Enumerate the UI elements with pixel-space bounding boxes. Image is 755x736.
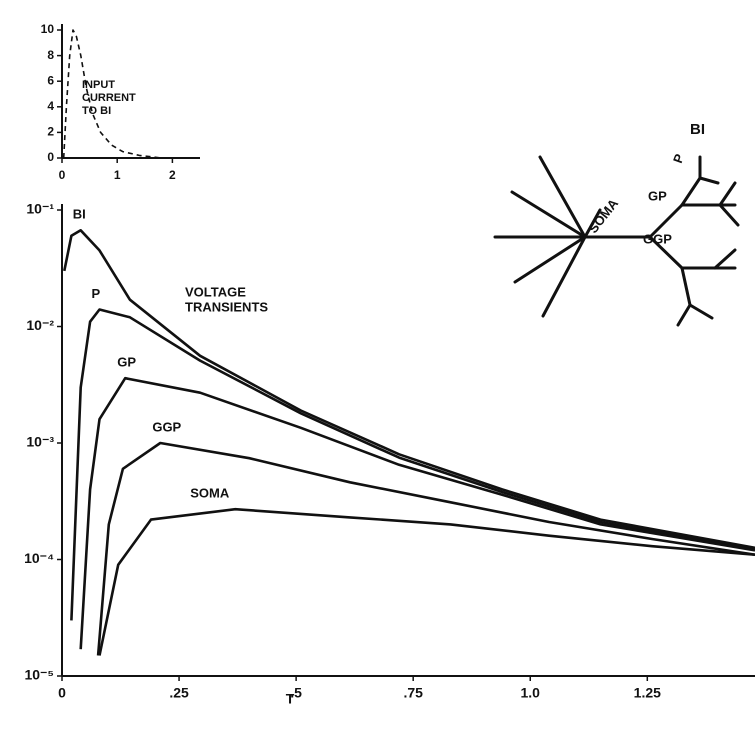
neuron-diagram: BI P GP GGP SOMA [493,121,740,327]
series-line [63,229,755,550]
series-line [96,441,755,656]
x-tick-label: 1 [114,168,121,182]
y-tick-label: 10⁻⁵ [24,667,54,683]
x-tick-label: 0 [58,685,66,701]
y-tick-label: 6 [47,73,54,87]
series-line [70,308,755,621]
diagram-label: BI [690,121,705,138]
x-tick-label: .75 [403,685,423,701]
series-label: BI [73,207,86,222]
x-axis-label: T [286,691,295,707]
y-tick-label: 4 [47,99,54,113]
series-label: GP [117,355,136,370]
y-tick-label: 2 [47,125,54,139]
series-label: GGP [152,419,181,434]
x-tick-label: 2 [169,168,176,182]
annotation: TO BI [82,105,111,117]
series-line [98,507,755,656]
y-tick-label: 10 [41,22,55,36]
x-tick-label: .5 [290,685,302,701]
diagram-label: SOMA [585,196,621,236]
series-label: P [91,286,100,301]
diagram-label: GGP [643,231,672,246]
series-line [62,29,162,159]
y-tick-label: 10⁻² [26,317,54,333]
y-tick-label: 10⁻¹ [26,201,54,217]
y-tick-label: 10⁻⁴ [24,550,54,566]
diagram-label: GP [648,188,667,203]
y-tick-label: 8 [47,48,54,62]
y-tick-label: 0 [47,150,54,164]
diagram-label: P [670,152,687,166]
x-tick-label: .25 [169,685,189,701]
annotation: INPUT [82,79,115,91]
annotation: VOLTAGE [185,284,246,299]
x-tick-label: 1.0 [521,685,541,701]
x-tick-label: 0 [59,168,66,182]
y-tick-label: 10⁻³ [26,434,54,450]
series-label: SOMA [190,486,230,501]
annotation: TRANSIENTS [185,299,268,314]
x-tick-label: 1.25 [634,685,661,701]
series-line [79,376,755,650]
annotation: CURRENT [82,92,136,104]
